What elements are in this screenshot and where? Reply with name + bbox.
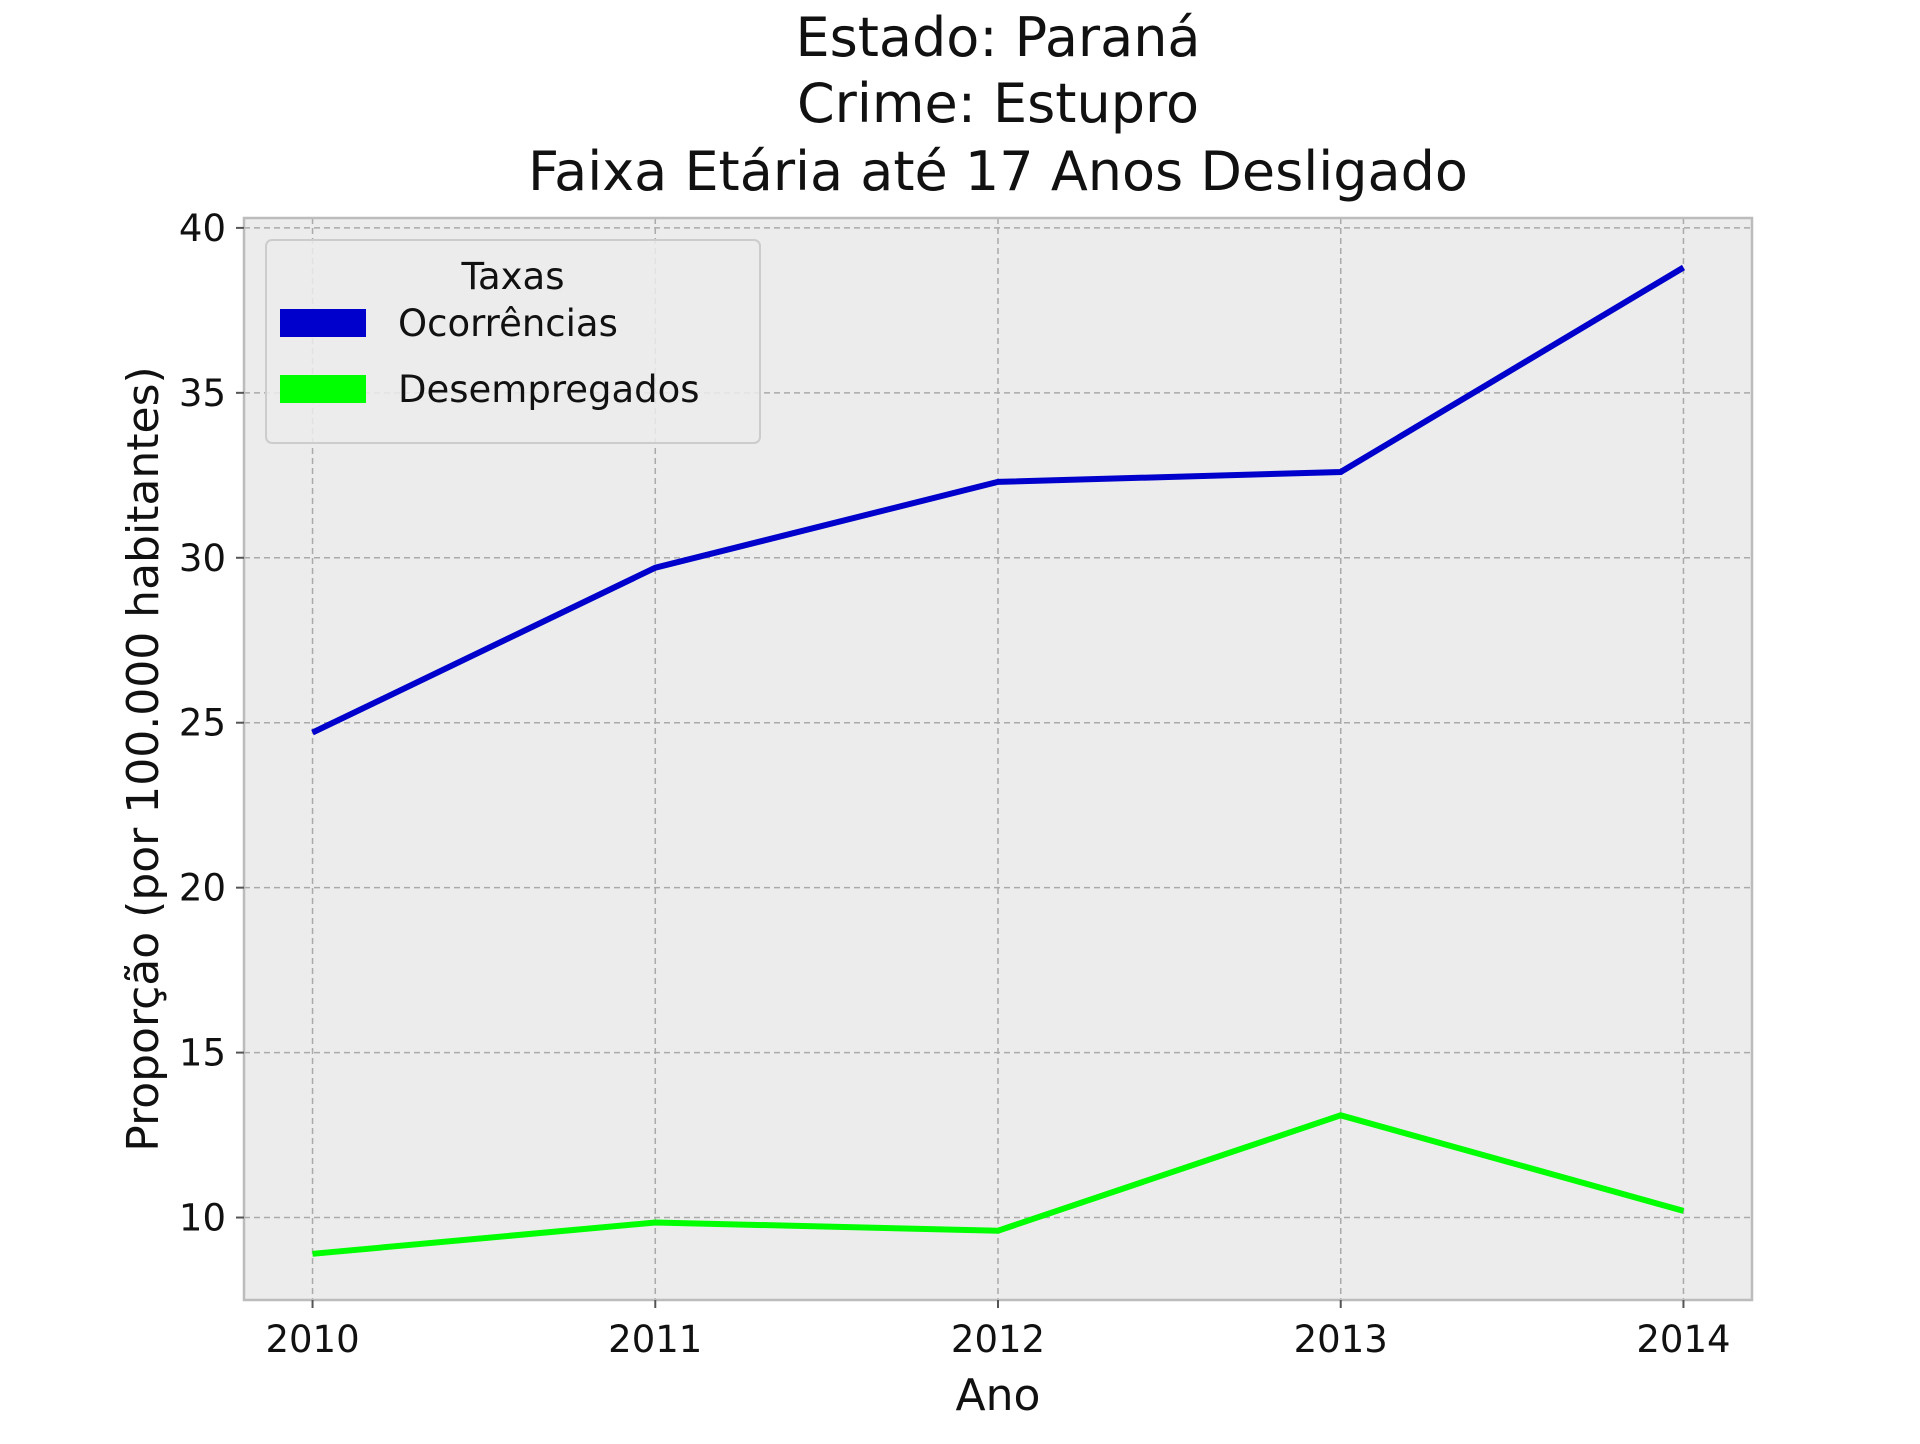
x-axis-label: Ano xyxy=(956,1370,1041,1421)
chart-title: Estado: Paraná Crime: Estupro Faixa Etár… xyxy=(528,6,1468,203)
chart-title-line-3: Faixa Etária até 17 Anos Desligado xyxy=(528,140,1468,203)
y-tick-label: 30 xyxy=(179,537,226,580)
y-axis-ticks: 10 15 20 25 30 35 40 xyxy=(179,207,244,1240)
y-tick-label: 40 xyxy=(179,207,226,250)
chart-title-line-1: Estado: Paraná xyxy=(795,6,1200,69)
x-tick-label: 2013 xyxy=(1294,1318,1388,1361)
x-tick-label: 2014 xyxy=(1636,1318,1730,1361)
legend: Taxas Ocorrências Desempregados xyxy=(266,240,760,443)
legend-label: Desempregados xyxy=(398,368,700,411)
y-tick-label: 20 xyxy=(179,867,226,910)
chart-title-line-2: Crime: Estupro xyxy=(797,72,1199,135)
y-tick-label: 25 xyxy=(179,702,226,745)
legend-label: Ocorrências xyxy=(398,302,618,345)
y-tick-label: 35 xyxy=(179,372,226,415)
y-tick-label: 15 xyxy=(179,1032,226,1075)
legend-swatch xyxy=(280,375,366,403)
legend-title: Taxas xyxy=(461,255,565,298)
x-axis-ticks: 2010 2011 2012 2013 2014 xyxy=(265,1300,1730,1361)
y-tick-label: 10 xyxy=(179,1197,226,1240)
y-axis-label: Proporção (por 100.000 habitantes) xyxy=(118,366,169,1151)
x-tick-label: 2011 xyxy=(608,1318,702,1361)
x-tick-label: 2012 xyxy=(951,1318,1045,1361)
x-tick-label: 2010 xyxy=(265,1318,359,1361)
legend-swatch xyxy=(280,309,366,337)
